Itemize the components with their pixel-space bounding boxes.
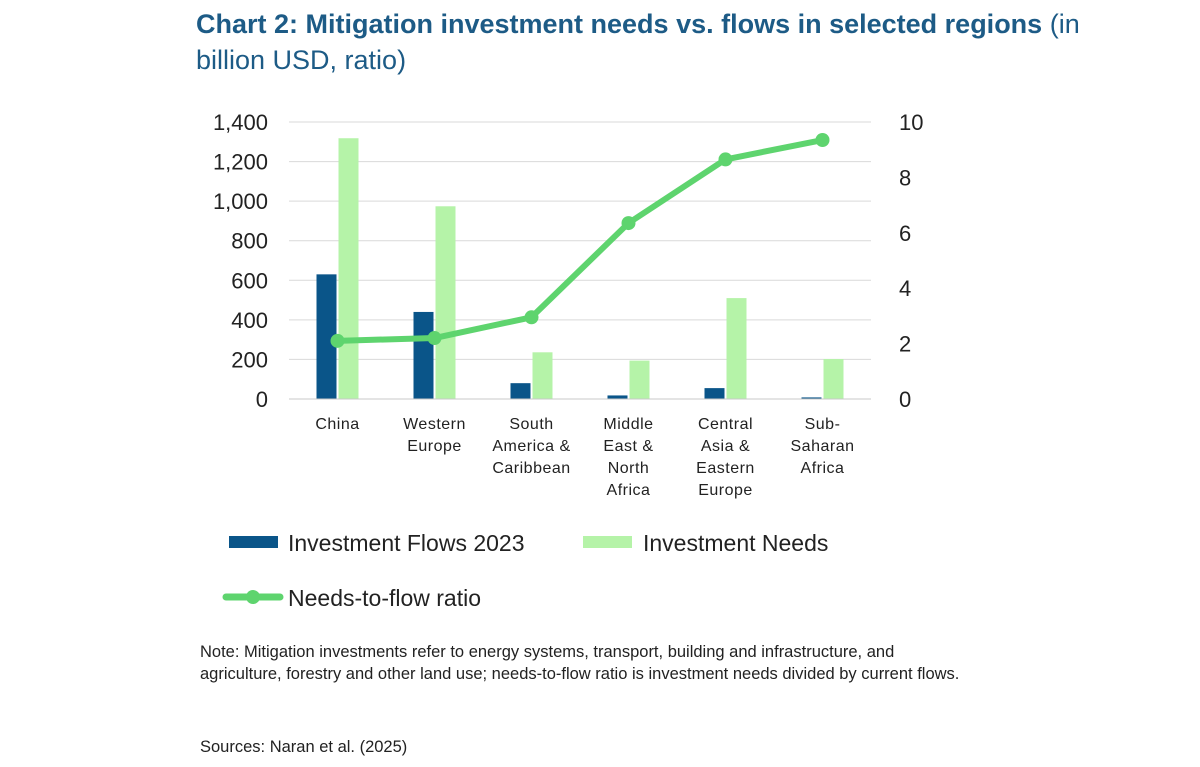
ratio-marker (427, 331, 442, 346)
ratio-marker (718, 152, 733, 167)
y-right-tick-label: 6 (899, 221, 911, 246)
ratio-marker (330, 333, 345, 348)
bar-investment-flows (704, 388, 725, 399)
y-left-tick-label: 1,400 (213, 110, 268, 135)
legend-label-ratio: Needs-to-flow ratio (288, 585, 481, 611)
y-left-tick-label: 800 (231, 229, 268, 254)
legend: Investment Flows 2023 Investment Needs N… (222, 530, 828, 611)
legend-swatch-flows (229, 536, 278, 548)
chart-title-main: Chart 2: Mitigation investment needs vs.… (196, 9, 1043, 39)
bar-investment-flows (510, 383, 531, 399)
category-label: North (608, 460, 650, 477)
category-label: Africa (801, 460, 845, 477)
legend-swatch-ratio-marker (246, 590, 260, 604)
bar-investment-needs (629, 360, 650, 399)
ratio-marker (621, 216, 636, 231)
chart-title: Chart 2: Mitigation investment needs vs.… (196, 6, 1156, 78)
y-right-tick-label: 8 (899, 165, 911, 190)
y-right-tick-label: 4 (899, 276, 911, 301)
y-left-tick-label: 200 (231, 347, 268, 372)
bar-investment-needs (726, 298, 747, 399)
y-left-tick-label: 400 (231, 308, 268, 333)
category-label: Middle (603, 416, 653, 433)
category-label: America & (492, 438, 570, 455)
y-left-tick-label: 1,000 (213, 189, 268, 214)
category-label: Saharan (791, 438, 855, 455)
y-right-tick-label: 2 (899, 332, 911, 357)
legend-label-flows: Investment Flows 2023 (288, 530, 525, 556)
bar-investment-needs (532, 352, 553, 399)
y-left-tick-label: 1,200 (213, 150, 268, 175)
legend-swatch-needs (583, 536, 632, 548)
category-label: Central (698, 416, 753, 433)
category-label: South (509, 416, 553, 433)
bar-investment-needs (823, 359, 844, 399)
y-right-tick-label: 0 (899, 387, 911, 412)
category-label: Western (403, 416, 466, 433)
category-label: Caribbean (492, 460, 570, 477)
category-label: Asia & (701, 438, 750, 455)
chart-sources: Sources: Naran et al. (2025) (200, 738, 408, 756)
y-right-tick-label: 10 (899, 110, 923, 135)
category-label: Africa (607, 482, 651, 499)
gridlines (289, 121, 871, 360)
bar-investment-needs (435, 206, 456, 399)
bar-investment-flows (607, 395, 628, 399)
chart-area: 0 200 400 600 800 1,000 1,200 1,400 0 2 4 6 8 10 Chi… (213, 110, 924, 611)
category-label: Eastern (696, 460, 755, 477)
bar-investment-needs (338, 138, 359, 399)
chart-note: Note: Mitigation investments refer to en… (200, 643, 960, 683)
category-label: East & (603, 438, 653, 455)
category-label: Europe (407, 438, 462, 455)
chart-title-units: (in billion USD, ratio) (196, 9, 1080, 75)
legend-label-needs: Investment Needs (643, 530, 828, 556)
bar-investment-flows (316, 274, 337, 399)
category-label: Sub- (805, 416, 841, 433)
ratio-marker (524, 310, 539, 325)
ratio-line (334, 137, 826, 344)
ratio-line-series (330, 133, 830, 348)
y-left-tick-label: 600 (231, 268, 268, 293)
category-labels: China Western Europe South America & Caribbea… (315, 416, 854, 499)
bars (316, 138, 844, 399)
bar-investment-flows (413, 311, 434, 399)
y-left-tick-label: 0 (256, 387, 268, 412)
bar-investment-flows (801, 397, 822, 399)
category-label: Europe (698, 482, 753, 499)
right-axis-ticks: 0 2 4 6 8 10 (899, 110, 923, 412)
left-axis-ticks: 0 200 400 600 800 1,000 1,200 1,400 (213, 110, 268, 412)
ratio-marker (815, 133, 830, 148)
category-label: China (315, 416, 359, 433)
